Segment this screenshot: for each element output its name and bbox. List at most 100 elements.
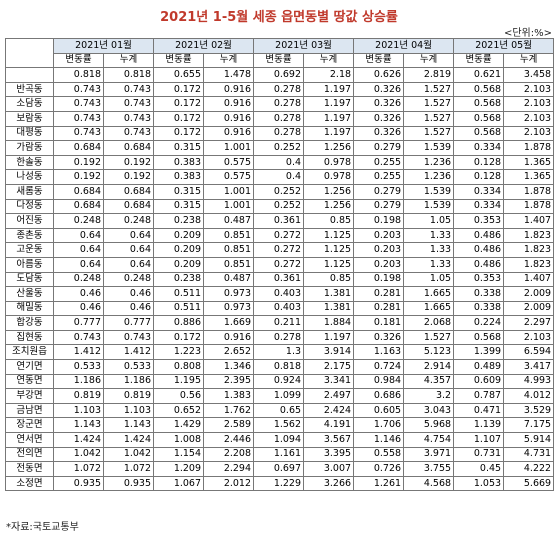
value-cell: 3.043 (403, 402, 455, 419)
value-cell: 1.209 (153, 461, 205, 477)
value-cell: 0.203 (353, 242, 405, 258)
subheader: 변동률 (253, 52, 305, 69)
value-cell: 1.365 (503, 154, 555, 171)
value-cell: 0.315 (153, 140, 205, 156)
value-cell: 1.33 (403, 256, 455, 273)
value-cell: 3.529 (503, 402, 555, 419)
value-cell: 0.248 (102, 213, 155, 229)
value-cell: 0.326 (353, 329, 405, 346)
value-cell: 1.001 (203, 183, 255, 200)
data-row: 한솔동 0.192 0.192 0.383 0.575 0.4 0.978 0.255 1.23… (5, 154, 555, 171)
value-cell: 0.238 (153, 271, 205, 288)
value-cell: 1.103 (102, 402, 155, 419)
data-row: 연동면 1.186 1.186 1.195 2.395 0.924 3.341 0.984 4.… (5, 373, 555, 390)
value-cell: 3.395 (303, 446, 355, 463)
value-cell: 0.655 (153, 67, 205, 83)
value-cell: 1.412 (102, 344, 155, 361)
value-cell: 0.278 (253, 81, 305, 98)
value-cell: 0.255 (353, 169, 405, 185)
value-cell: 1.161 (253, 446, 305, 463)
value-cell: 0.278 (253, 96, 305, 112)
value-cell: 0.916 (203, 125, 255, 142)
value-cell: 0.808 (153, 359, 205, 375)
value-cell: 2.103 (503, 329, 555, 346)
value-cell: 1.103 (53, 402, 104, 419)
month-header: 2021년 03월 (253, 38, 355, 54)
value-cell: 0.278 (253, 329, 305, 346)
region-name: 산울동 (5, 286, 54, 302)
region-name: 해밀동 (5, 300, 54, 317)
value-cell: 2.103 (503, 81, 555, 98)
region-name: 조치원읍 (5, 344, 54, 361)
value-cell: 0.192 (102, 169, 155, 185)
value-cell: 1.125 (303, 256, 355, 273)
value-cell: 0.248 (53, 271, 104, 288)
value-cell: 0.361 (253, 271, 305, 288)
value-cell: 0.486 (453, 227, 505, 244)
value-cell: 0.46 (102, 300, 155, 317)
value-cell: 1.33 (403, 242, 455, 258)
source-note: *자료:국토교통부 (6, 522, 79, 533)
value-cell: 2.819 (403, 67, 455, 83)
value-cell: 1.197 (303, 125, 355, 142)
value-cell: 0.686 (353, 388, 405, 404)
value-cell: 1.429 (153, 417, 205, 434)
region-name: 한솔동 (5, 154, 54, 171)
data-row: 전동면 1.072 1.072 1.209 2.294 0.697 3.007 0.726 3.… (5, 461, 555, 477)
value-cell: 0.248 (102, 271, 155, 288)
subheader: 변동률 (153, 52, 205, 69)
value-cell: 1.001 (203, 198, 255, 215)
value-cell: 1.365 (503, 169, 555, 185)
value-cell: 0.209 (153, 256, 205, 273)
region-name: 나성동 (5, 169, 54, 185)
value-cell: 0.278 (253, 125, 305, 142)
value-cell: 0.64 (102, 256, 155, 273)
value-cell: 0.621 (453, 67, 505, 83)
value-cell: 1.3 (253, 344, 305, 361)
value-cell: 0.279 (353, 183, 405, 200)
value-cell: 1.381 (303, 286, 355, 302)
value-cell: 0.128 (453, 169, 505, 185)
data-row: 장군면 1.143 1.143 1.429 2.589 1.562 4.191 1.706 5.… (5, 417, 555, 434)
value-cell: 0.403 (253, 286, 305, 302)
value-cell: 0.568 (453, 81, 505, 98)
value-cell: 0.353 (453, 213, 505, 229)
subheader: 누계 (503, 52, 555, 69)
value-cell: 0.851 (203, 256, 255, 273)
value-cell: 4.191 (303, 417, 355, 434)
value-cell: 0.203 (353, 256, 405, 273)
value-cell: 0.692 (253, 67, 305, 83)
data-row: 나성동 0.192 0.192 0.383 0.575 0.4 0.978 0.255 1.23… (5, 169, 555, 185)
value-cell: 0.315 (153, 183, 205, 200)
value-cell: 0.787 (453, 388, 505, 404)
value-cell: 1.236 (403, 154, 455, 171)
region-name: 금남면 (5, 402, 54, 419)
value-cell: 0.383 (153, 154, 205, 171)
region-name: 집현동 (5, 329, 54, 346)
region-name: 소정면 (5, 475, 54, 492)
value-cell: 0.64 (53, 227, 104, 244)
value-cell: 1.878 (503, 198, 555, 215)
value-cell: 0.935 (102, 475, 155, 492)
corner-cell (5, 37, 54, 69)
value-cell: 0.575 (203, 154, 255, 171)
value-cell: 1.042 (53, 446, 104, 463)
data-row: 도담동 0.248 0.248 0.238 0.487 0.361 0.85 0.198 1.0… (5, 271, 555, 288)
value-cell: 0.568 (453, 96, 505, 112)
value-cell: 0.935 (53, 475, 104, 492)
value-cell: 0.192 (102, 154, 155, 171)
value-cell: 0.209 (153, 227, 205, 244)
value-cell: 1.527 (403, 125, 455, 142)
value-cell: 0.4 (253, 154, 305, 171)
value-cell: 0.916 (203, 81, 255, 98)
value-cell: 1.05 (403, 213, 455, 229)
value-cell: 2.589 (203, 417, 255, 434)
value-cell: 3.417 (503, 359, 555, 375)
value-cell: 1.099 (253, 388, 305, 404)
value-cell: 2.103 (503, 96, 555, 112)
value-cell: 2.103 (503, 125, 555, 142)
value-cell: 1.823 (503, 227, 555, 244)
value-cell: 0.334 (453, 183, 505, 200)
value-cell: 0.192 (53, 154, 104, 171)
value-cell: 0.819 (102, 388, 155, 404)
